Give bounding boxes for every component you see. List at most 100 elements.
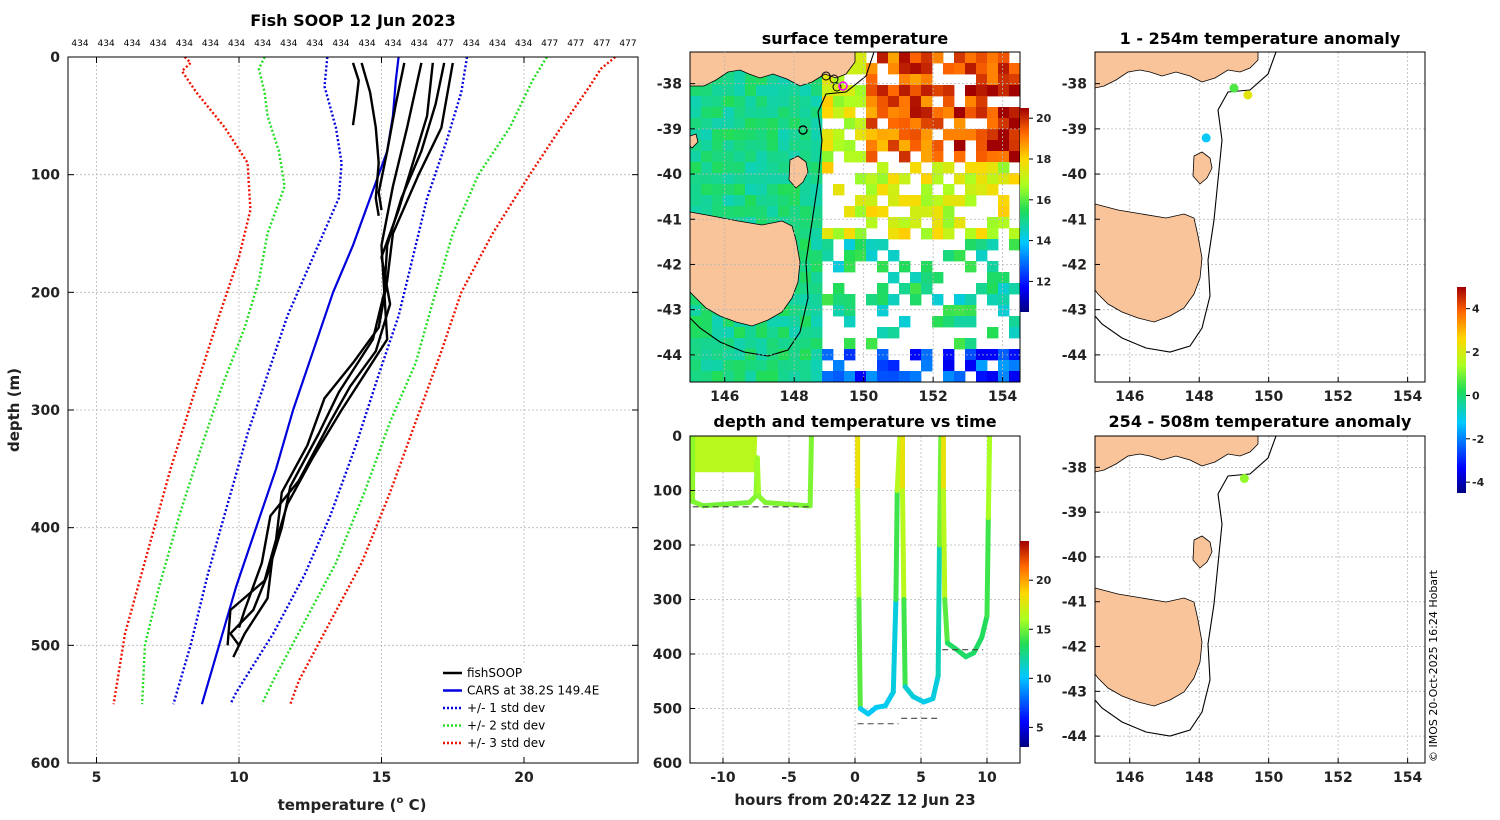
sst-cell (756, 217, 768, 229)
sst-cell (800, 371, 812, 382)
sst-cell (987, 349, 999, 361)
sst-cell (690, 173, 702, 185)
sst-cell (756, 151, 768, 163)
td-trace-segment (901, 597, 908, 690)
top-count-label: 434 (228, 39, 245, 49)
sst-cell (778, 173, 790, 185)
sst-cell (690, 327, 702, 339)
y-tick-label: -44 (1062, 729, 1088, 745)
colorbar-tick-label: 15 (1036, 623, 1051, 636)
sst-cell (888, 52, 900, 64)
sst-cell (899, 140, 911, 152)
x-tick-label: 154 (1393, 770, 1422, 786)
sst-cell (811, 151, 823, 163)
sst-marker (829, 74, 839, 84)
profile-series-line (229, 57, 469, 705)
sst-cell (712, 184, 724, 196)
sst-cell (877, 261, 889, 273)
x-tick-label: 5 (92, 770, 102, 786)
sst-cell (998, 140, 1010, 152)
sst-cell (877, 184, 889, 196)
sst-marker-current (838, 81, 848, 91)
sst-cell (767, 338, 779, 350)
profile-legend: fishSOOP CARS at 38.2S 149.4E +/- 1 std de… (438, 664, 630, 756)
sst-cell (844, 107, 856, 119)
sst-cell (745, 371, 757, 382)
sst-cell (756, 85, 768, 97)
sst-cell (1009, 173, 1020, 185)
sst-cell (745, 118, 757, 130)
sst-cell (833, 228, 845, 240)
sst-cell (800, 96, 812, 108)
sst-cell (701, 107, 713, 119)
sst-cell (866, 338, 878, 350)
sst-cell (745, 217, 757, 229)
sst-cell (734, 338, 746, 350)
sst-cell (921, 74, 933, 86)
sst-cell (723, 173, 735, 185)
sst-cell (789, 107, 801, 119)
sst-cell (789, 129, 801, 141)
sst-cell (789, 195, 801, 207)
sst-cell (910, 74, 922, 86)
sst-cell (767, 140, 779, 152)
sst-cell (998, 129, 1010, 141)
sst-cell (745, 338, 757, 350)
anom-deep-map (1095, 436, 1277, 737)
fish-profile-line (237, 62, 434, 629)
top-count-label: 434 (306, 39, 323, 49)
td-trace-segment (894, 436, 903, 493)
sst-cell (954, 316, 966, 328)
sst-cell (690, 316, 702, 328)
sst-cell (1009, 85, 1020, 97)
sst-cell (866, 195, 878, 207)
top-count-label: 434 (124, 39, 141, 49)
sst-cell (811, 118, 823, 130)
sst-cell (745, 96, 757, 108)
y-tick-label: -40 (1062, 550, 1088, 566)
sst-cell (756, 195, 768, 207)
sst-cell (976, 184, 988, 196)
top-count-label: 434 (176, 39, 193, 49)
sst-cell (899, 107, 911, 119)
sst-cell (723, 96, 735, 108)
profile-grid (68, 57, 638, 763)
sst-cell (877, 239, 889, 251)
x-tick-label: 152 (919, 389, 948, 405)
sst-cell (998, 63, 1010, 75)
sst-cell (921, 184, 933, 196)
top-count-label: 434 (489, 39, 506, 49)
sst-cell (910, 294, 922, 306)
fish-profile-line (351, 62, 360, 126)
sst-cell (855, 118, 867, 130)
sst-cell (965, 195, 977, 207)
anom-shallow-panel: 1 - 254m temperature anomaly 146 148 150 15… (1062, 29, 1426, 405)
sst-cell (932, 173, 944, 185)
sst-cell (701, 360, 713, 372)
sst-cell (855, 63, 867, 75)
x-tick-label: 10 (229, 770, 249, 786)
sst-cell (965, 129, 977, 141)
sst-cell (844, 85, 856, 97)
sst-cell (855, 371, 867, 382)
sst-cell (811, 173, 823, 185)
sst-cell (899, 63, 911, 75)
time-depth-content (690, 436, 993, 725)
profile-ylabel: depth (m) (5, 368, 23, 452)
sst-cell (932, 52, 944, 64)
sst-cell (811, 316, 823, 328)
sst-cell (712, 349, 724, 361)
sst-cell (855, 129, 867, 141)
x-tick-label: 10 (977, 770, 997, 786)
sst-cell (789, 206, 801, 218)
sst-cell (855, 173, 867, 185)
sst-cell (899, 283, 911, 295)
y-tick-label: -43 (1062, 303, 1087, 319)
sst-cell (789, 294, 801, 306)
sst-cell (987, 140, 999, 152)
sst-cell (965, 316, 977, 328)
x-tick-label: 154 (1393, 389, 1422, 405)
sst-cell (811, 261, 823, 273)
sst-cell (954, 52, 966, 64)
